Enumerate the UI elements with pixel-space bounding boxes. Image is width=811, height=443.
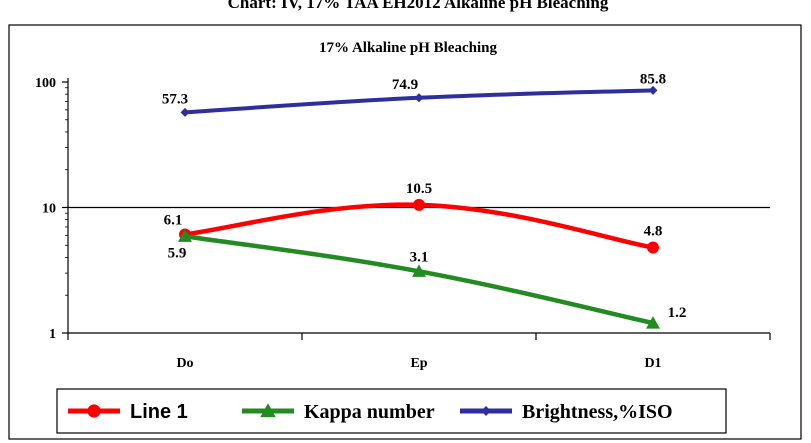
legend-label-line-1: Line 1 <box>130 401 188 423</box>
x-tick-label-d1: D1 <box>644 356 661 371</box>
legend-label-brightness-iso: Brightness,%ISO <box>522 401 673 423</box>
data-label-line-1-ep: 10.5 <box>406 181 432 197</box>
y-tick-label-100: 100 <box>35 76 56 91</box>
legend: Line 1 Kappa number Brightness,%ISO <box>56 388 727 434</box>
legend-marker-line-1 <box>87 404 101 418</box>
plot-area: 1 10 100 Do Ep D1 6.1 10.5 4.8 5.9 3.1 1.2 57.3 74.9 8… <box>35 71 771 371</box>
data-label-brightness-iso-d1: 85.8 <box>640 71 666 87</box>
data-point-kappa-number-d1 <box>646 316 660 329</box>
x-tick-label-do: Do <box>176 356 193 371</box>
data-point-brightness-iso-d1 <box>648 85 658 95</box>
y-tick-label-1: 1 <box>49 327 56 342</box>
y-tick-label-10: 10 <box>42 202 56 217</box>
data-label-brightness-iso-do: 57.3 <box>162 91 188 107</box>
legend-marker-brightness-iso <box>481 406 491 416</box>
legend-marker-kappa-number <box>260 403 276 418</box>
legend-label-kappa-number: Kappa number <box>304 401 435 423</box>
data-label-kappa-number-ep: 3.1 <box>410 249 429 265</box>
x-tick-label-ep: Ep <box>410 356 427 371</box>
data-label-line-1-d1: 4.8 <box>644 224 663 240</box>
page-title: Chart: IV, 17% TAA EH2012 Alkaline pH Bl… <box>228 0 609 12</box>
data-label-line-1-do: 6.1 <box>164 212 183 228</box>
data-point-kappa-number-do <box>178 229 192 242</box>
data-label-kappa-number-d1: 1.2 <box>668 305 687 321</box>
legend-box <box>56 388 727 434</box>
chart-title: 17% Alkaline pH Bleaching <box>319 40 497 56</box>
data-point-kappa-number-ep <box>412 264 426 277</box>
data-point-brightness-iso-ep <box>414 93 424 103</box>
chart-area-border <box>8 24 802 440</box>
data-label-brightness-iso-ep: 74.9 <box>392 77 418 93</box>
data-point-line-1-d1 <box>647 241 659 254</box>
data-point-line-1-ep <box>413 198 425 211</box>
data-label-kappa-number-do: 5.9 <box>168 245 187 261</box>
data-point-brightness-iso-do <box>180 107 190 117</box>
